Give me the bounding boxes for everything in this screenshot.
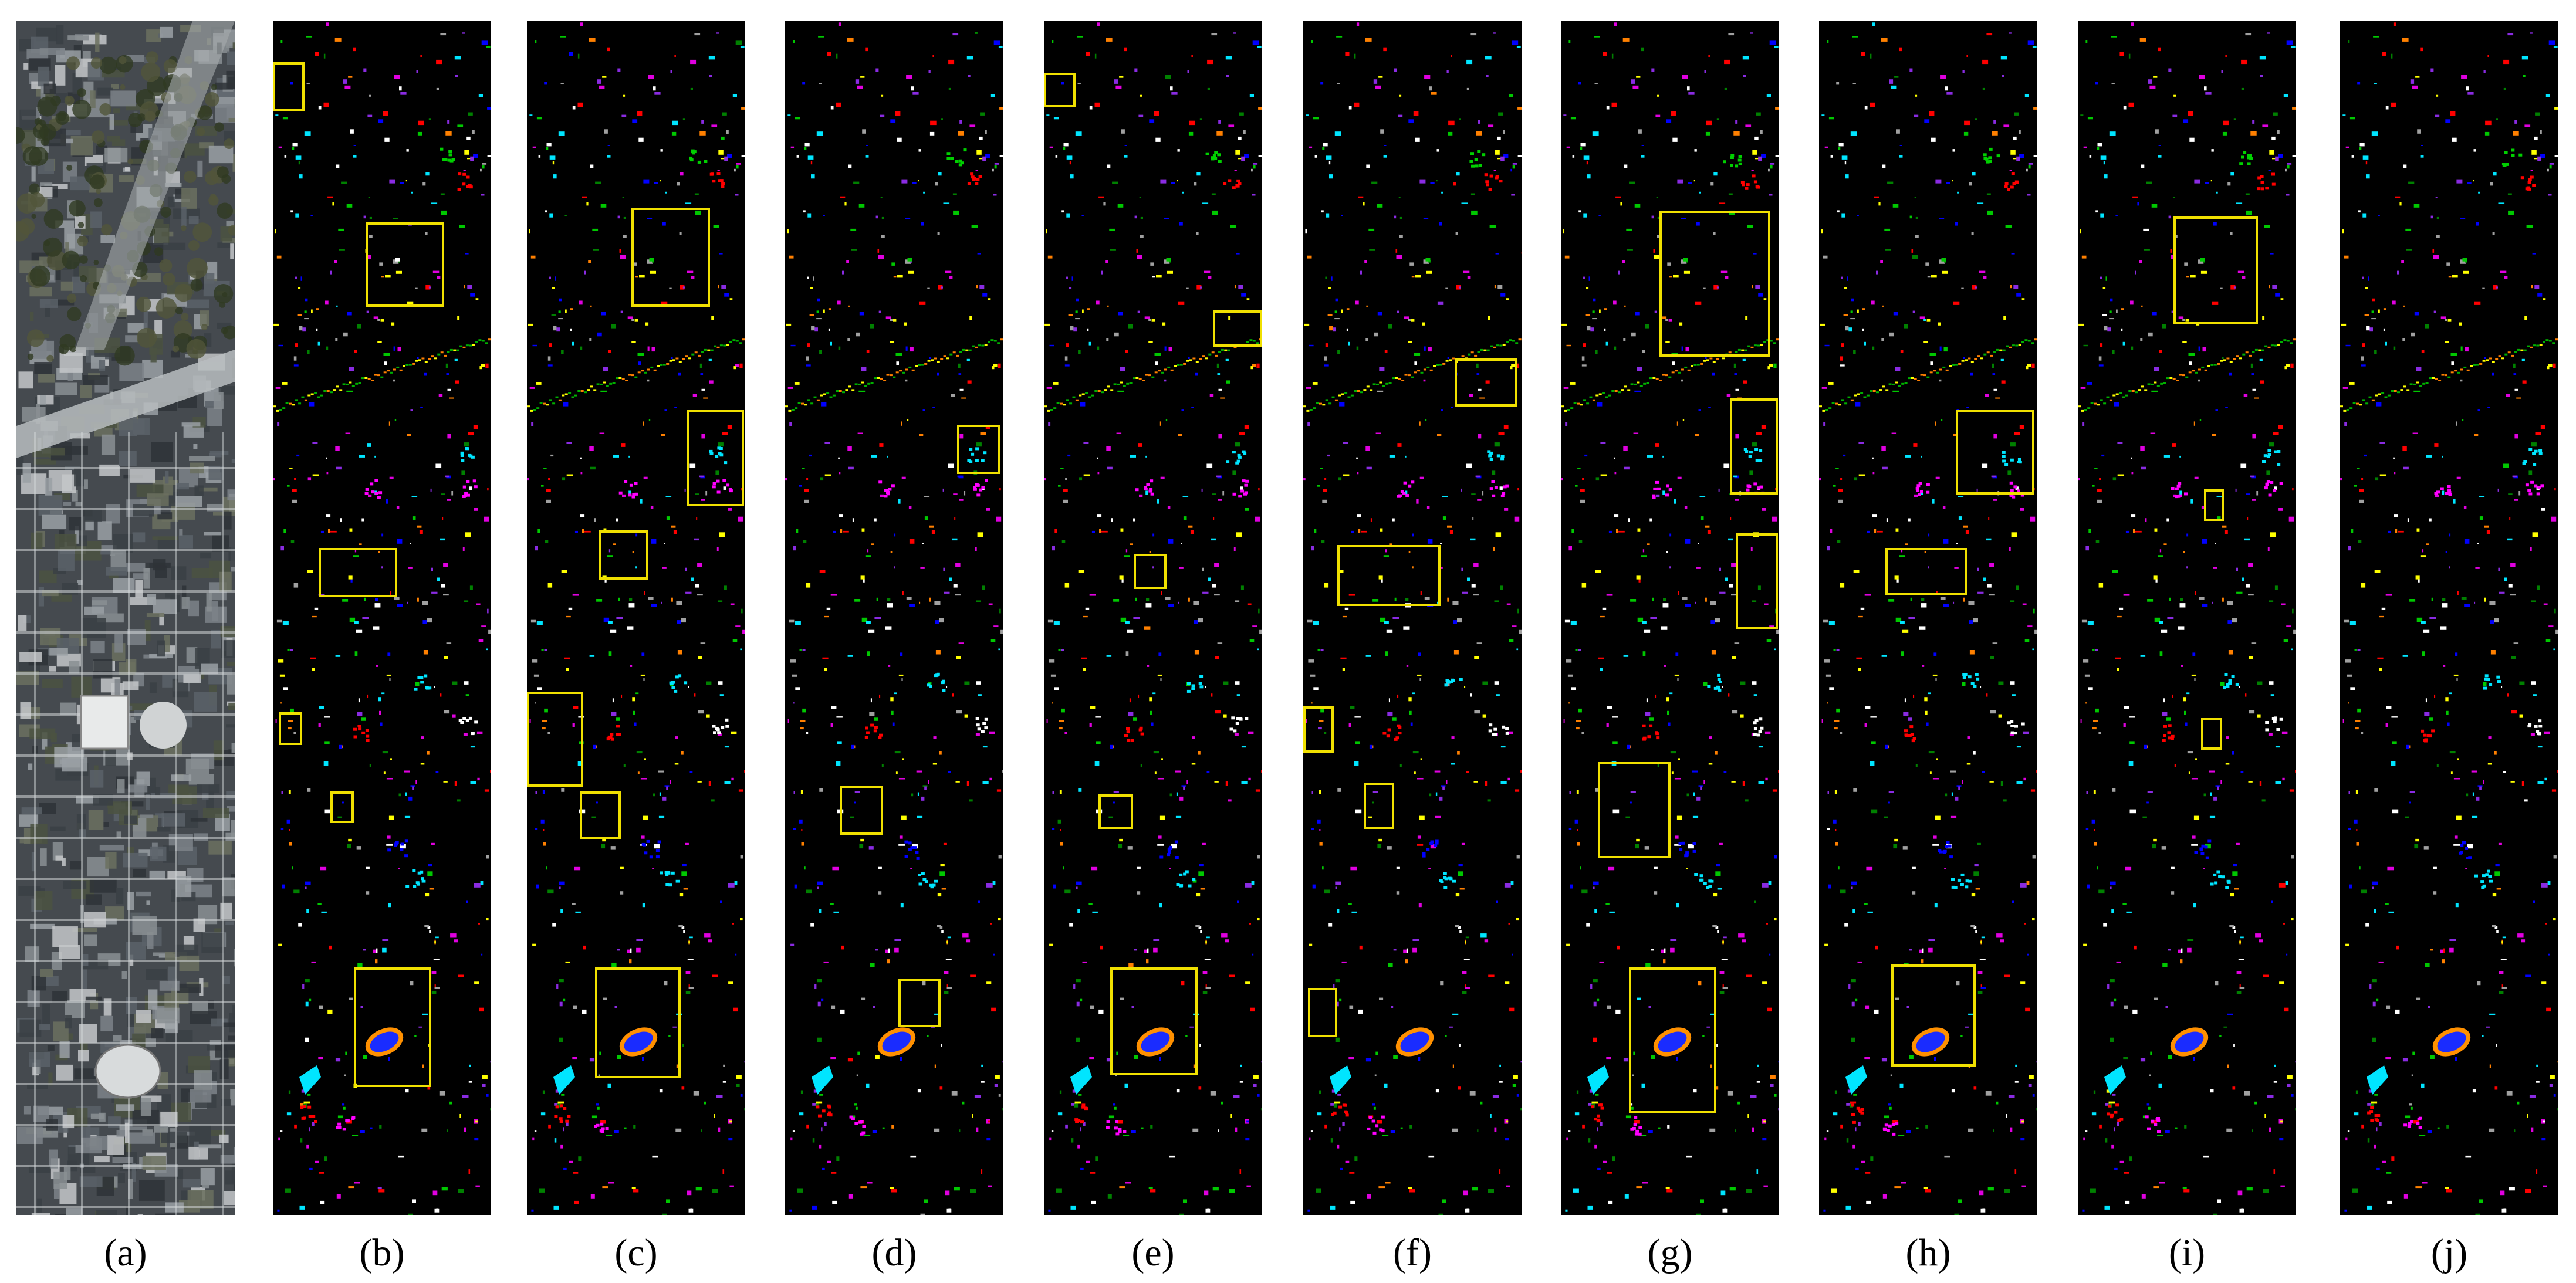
caption-d: (d)	[871, 1231, 917, 1274]
panel-f-classification-map	[1303, 21, 1522, 1215]
panel-i-classification-map	[2078, 21, 2296, 1215]
caption-h: (h)	[1905, 1231, 1951, 1274]
caption-g: (g)	[1647, 1231, 1693, 1274]
caption-i: (i)	[2168, 1231, 2206, 1274]
panel-j-classification-map	[2340, 21, 2558, 1215]
panel-e-classification-map	[1044, 21, 1262, 1215]
caption-a: (a)	[104, 1231, 147, 1274]
caption-j: (j)	[2430, 1231, 2468, 1274]
panel-b-classification-map	[273, 21, 491, 1215]
panel-a-rgb-image	[16, 21, 235, 1215]
caption-f: (f)	[1393, 1231, 1432, 1274]
caption-b: (b)	[359, 1231, 405, 1274]
panel-h-classification-map	[1819, 21, 2037, 1215]
panel-d-classification-map	[785, 21, 1003, 1215]
caption-e: (e)	[1131, 1231, 1175, 1274]
caption-c: (c)	[614, 1231, 658, 1274]
panel-g-classification-map	[1561, 21, 1779, 1215]
panel-c-classification-map	[527, 21, 745, 1215]
